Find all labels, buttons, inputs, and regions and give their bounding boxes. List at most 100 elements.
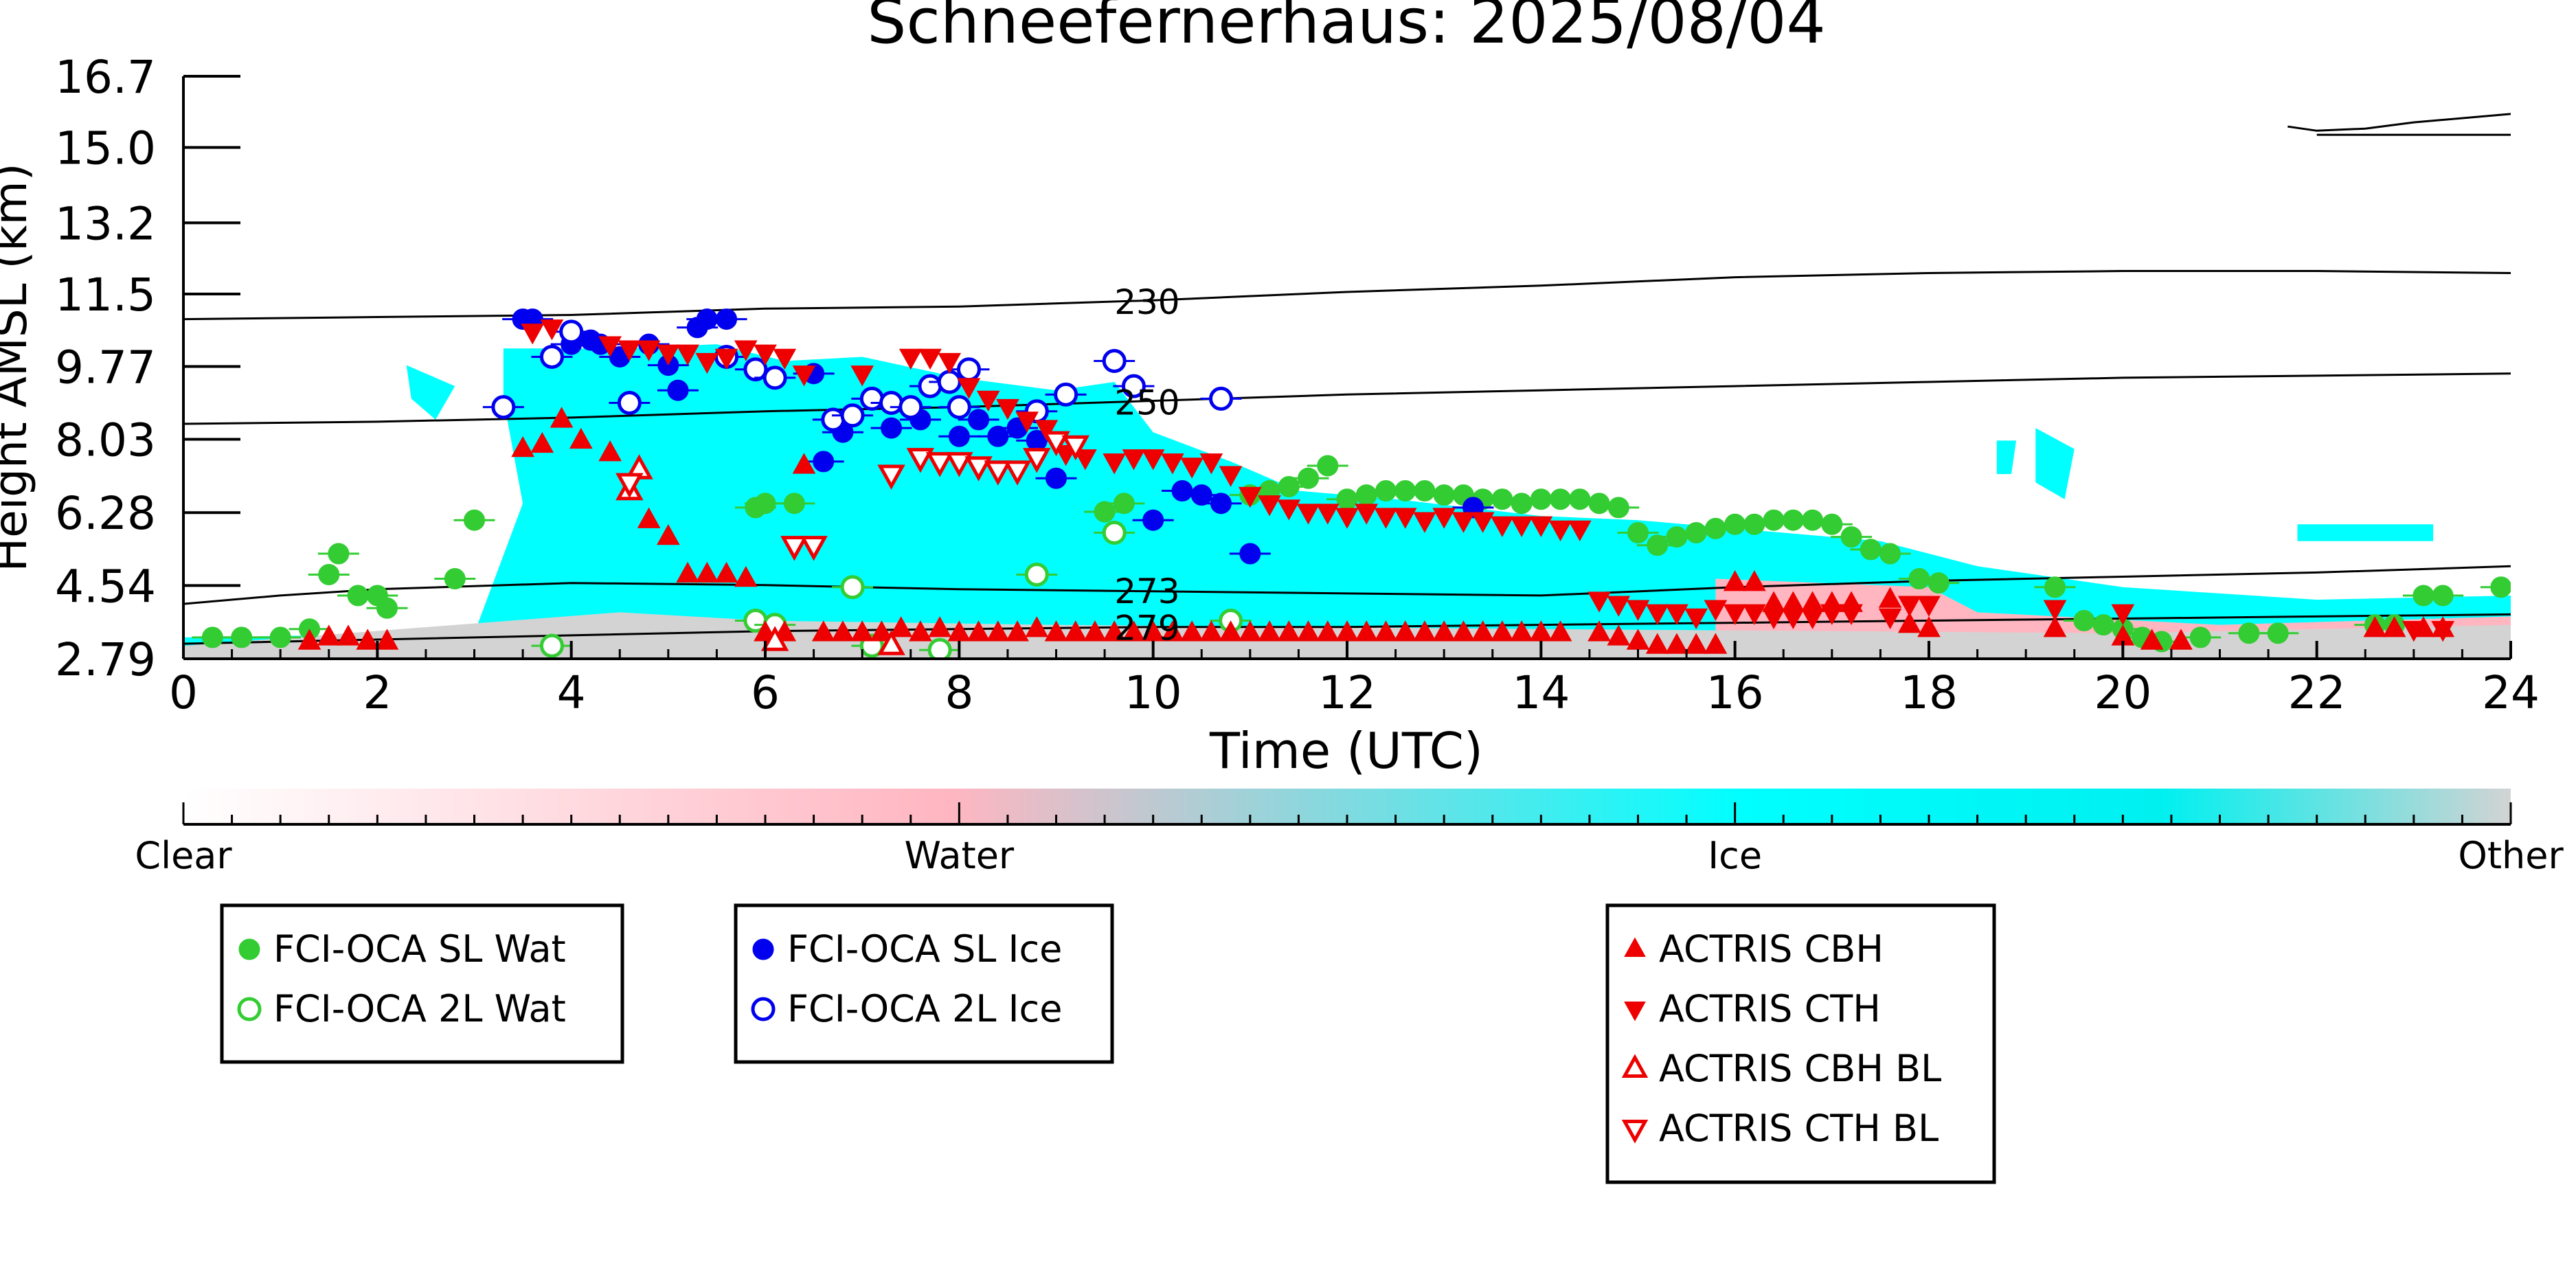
actris-cbh-marker bbox=[1548, 620, 1572, 642]
actris-cth-bl-marker bbox=[906, 448, 935, 473]
actris-cth-bl-marker bbox=[615, 473, 644, 499]
contour-line-4 bbox=[2287, 113, 2511, 132]
fci-oca-sl-wat-marker bbox=[1317, 455, 1339, 477]
fci-oca-sl-wat-marker bbox=[1607, 497, 1629, 519]
actris-cth-marker bbox=[773, 348, 797, 370]
actris-cbh-marker bbox=[1199, 620, 1223, 642]
fci-oca-2l-wat-marker bbox=[840, 575, 865, 600]
contour-label: 273 bbox=[1114, 572, 1179, 611]
actris-cth-marker bbox=[1510, 516, 1533, 537]
fci-oca-sl-ice-marker bbox=[752, 938, 774, 960]
actris-cbh-marker bbox=[1897, 611, 1921, 633]
actris-cth-marker bbox=[1335, 508, 1359, 529]
actris-cbh-marker bbox=[714, 561, 738, 583]
legend-entry-label: FCI-OCA SL Ice bbox=[787, 927, 1062, 971]
actris-cbh-marker bbox=[909, 620, 932, 642]
actris-cth-marker bbox=[1296, 504, 1320, 525]
actris-cth-bl-marker bbox=[925, 452, 954, 477]
actris-cth-marker bbox=[1180, 457, 1204, 479]
x-tick-label: 14 bbox=[1512, 666, 1570, 719]
actris-cth-marker bbox=[1704, 600, 1728, 621]
actris-cth-bl-marker bbox=[1621, 1120, 1649, 1144]
actris-cth-marker bbox=[754, 344, 777, 365]
y-ticks: 2.79 4.54 6.28 8.03 9.77 11.5 13.2 15.0 16.7 bbox=[55, 51, 240, 686]
actris-cbh-marker bbox=[1063, 620, 1087, 642]
actris-cth-marker bbox=[1277, 499, 1301, 521]
y-tick-label: 6.28 bbox=[55, 487, 156, 540]
actris-cth-marker bbox=[1393, 508, 1417, 529]
x-tick-label: 4 bbox=[557, 666, 586, 719]
fci-oca-sl-wat-marker bbox=[2073, 610, 2095, 632]
fci-oca-sl-wat-marker bbox=[444, 568, 466, 590]
actris-cbh-marker bbox=[1471, 620, 1495, 642]
actris-cbh-marker bbox=[1355, 620, 1379, 642]
fci-oca-sl-wat-marker bbox=[201, 626, 223, 648]
fci-oca-2l-ice-marker bbox=[821, 407, 846, 432]
actris-cth-marker bbox=[1588, 591, 1611, 613]
actris-cbh-marker bbox=[1607, 624, 1631, 646]
fci-oca-sl-wat-marker bbox=[1685, 522, 1707, 544]
legend-entry-label: ACTRIS CTH bbox=[1659, 987, 1881, 1030]
fci-oca-sl-wat-marker bbox=[2267, 622, 2289, 644]
actris-cbh-marker bbox=[986, 620, 1010, 642]
actris-cbh-marker bbox=[1393, 620, 1417, 642]
fci-oca-2l-ice-marker bbox=[1121, 374, 1146, 398]
actris-cth-marker bbox=[850, 365, 874, 387]
fci-oca-sl-wat-marker bbox=[1414, 480, 1436, 502]
cloud-mask-ice-2 bbox=[2035, 428, 2075, 499]
fci-oca-sl-ice-marker bbox=[987, 425, 1009, 447]
actris-cth-marker bbox=[1035, 420, 1059, 441]
fci-oca-sl-wat-marker bbox=[1278, 475, 1300, 497]
actris-cth-marker bbox=[676, 344, 699, 365]
actris-cbh-marker bbox=[1006, 620, 1029, 642]
fci-oca-sl-ice-marker bbox=[1046, 467, 1067, 489]
actris-cbh-bl-marker bbox=[1621, 1054, 1649, 1078]
actris-cbh-marker bbox=[317, 624, 341, 646]
actris-cth-marker bbox=[1122, 449, 1146, 471]
actris-cbh-marker bbox=[511, 436, 534, 457]
actris-cbh-marker bbox=[1258, 620, 1281, 642]
actris-cbh-marker bbox=[792, 453, 816, 474]
actris-cbh-bl-marker bbox=[760, 626, 789, 651]
actris-cth-marker bbox=[1684, 608, 1708, 630]
actris-cbh-marker bbox=[297, 629, 321, 650]
actris-cbh-bl-marker bbox=[877, 630, 905, 655]
actris-cbh-marker bbox=[1315, 620, 1340, 642]
actris-cth-marker bbox=[2402, 621, 2426, 642]
actris-cbh-marker bbox=[1510, 620, 1533, 642]
x-ticks: 0 2 4 6 8 10 12 14 16 18 20 22 24 bbox=[169, 641, 2540, 719]
colorbar-label-ice: Ice bbox=[1708, 834, 1762, 877]
colorbar-label-clear: Clear bbox=[135, 834, 232, 877]
actris-cth-marker bbox=[695, 352, 719, 374]
colorbar: Clear Water Ice Other bbox=[135, 789, 2564, 877]
fci-oca-sl-wat-marker bbox=[2490, 576, 2511, 598]
actris-cth-marker bbox=[1820, 604, 1844, 625]
actris-cth-series bbox=[521, 319, 2455, 642]
actris-cth-marker bbox=[1624, 1002, 1646, 1021]
fci-oca-sl-ice-marker bbox=[948, 425, 970, 447]
legend-box-3: ACTRIS CBH ACTRIS CTH ACTRIS CBH BL ACTRIS … bbox=[1605, 903, 1996, 1184]
actris-cth-bl-series bbox=[615, 431, 1089, 561]
actris-cbh-marker bbox=[337, 624, 360, 646]
legends: FCI-OCA SL Wat FCI-OCA 2L Wat FCI-OCA SL I… bbox=[220, 903, 1996, 1184]
fci-oca-sl-ice-marker bbox=[716, 308, 738, 330]
fci-oca-2l-wat-marker bbox=[1102, 521, 1127, 545]
fci-oca-sl-wat-marker bbox=[1704, 517, 1726, 539]
fci-oca-2l-ice-marker bbox=[617, 391, 642, 416]
actris-cth-marker bbox=[938, 352, 962, 374]
actris-cth-marker bbox=[1015, 411, 1039, 433]
x-tick-label: 6 bbox=[751, 666, 780, 719]
fci-oca-2l-ice-marker bbox=[879, 391, 904, 416]
colorbar-ticks bbox=[182, 802, 2512, 824]
actris-cbh-marker bbox=[1624, 937, 1646, 957]
legend-frame bbox=[1605, 903, 1996, 1184]
legend-entry-label: ACTRIS CBH bbox=[1659, 927, 1884, 971]
fci-oca-sl-ice-marker bbox=[1171, 480, 1193, 502]
fci-oca-sl-wat-marker bbox=[1094, 501, 1116, 523]
actris-cbh-marker bbox=[850, 620, 874, 642]
actris-cbh-marker bbox=[1374, 620, 1398, 642]
fci-oca-2l-ice-marker bbox=[937, 370, 962, 394]
actris-cth-marker bbox=[1800, 608, 1824, 630]
fci-oca-sl-wat-marker bbox=[754, 493, 776, 515]
